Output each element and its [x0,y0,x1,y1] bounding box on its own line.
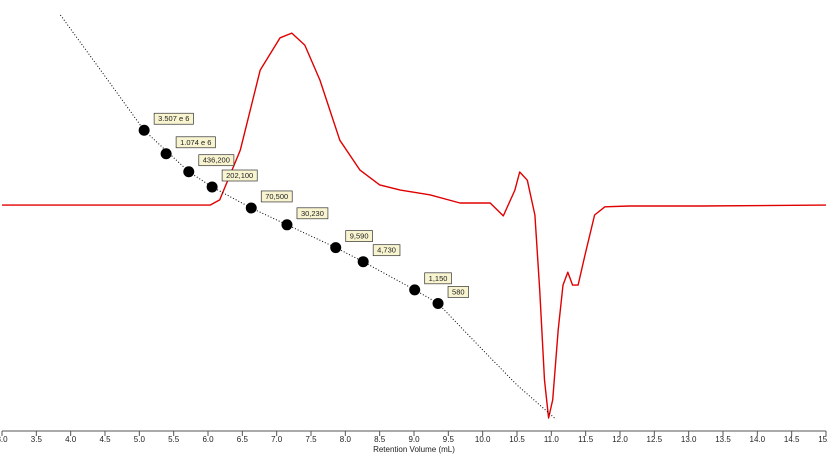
x-tick-label: 5.5 [168,435,180,444]
x-tick-label: 14.0 [750,435,766,444]
value-label-text: 1,150 [429,274,448,283]
value-label: 70,500 [260,190,293,203]
value-label: 1.074 e 6 [175,136,216,149]
value-label: 30,230 [296,207,329,220]
x-tick-label: 12.5 [647,435,663,444]
value-label-box [175,136,216,149]
x-tick-label: 11.0 [544,435,560,444]
value-label-box [153,112,194,125]
x-tick-label: 7.0 [271,435,283,444]
calibration-point [432,297,444,309]
value-label-box [260,190,293,203]
x-axis-label: Retention Volume (mL) [373,445,455,454]
x-tick-label: 9.0 [408,435,420,444]
value-label: 9,590 [345,230,373,242]
x-tick-label: 15.0 [818,435,828,444]
x-tick-label: 9.5 [443,435,455,444]
calibration-point [281,219,293,231]
x-tick-label: 10.5 [509,435,525,444]
value-label: 436,200 [198,154,235,167]
x-tick-label: 12.0 [612,435,628,444]
value-label-box [372,244,401,257]
x-tick-label: 4.5 [99,435,111,444]
value-label-text: 9,590 [350,232,369,241]
value-label-text: 1.074 e 6 [180,138,211,147]
value-label-box [221,169,258,182]
x-tick-label: 3.5 [31,435,43,444]
value-label: 1,150 [424,272,452,285]
value-label-text: 436,200 [203,156,230,165]
value-label-box [345,230,373,242]
calibration-point [138,124,150,136]
value-label-box [296,207,329,220]
x-tick-label: 8.0 [340,435,352,444]
signal-trace [2,32,827,419]
x-tick-label: 6.0 [202,435,214,444]
x-tick-label: 3.0 [0,435,8,444]
x-tick-label: 8.5 [374,435,386,444]
value-label-text: 30,230 [301,209,324,218]
value-label-text: 580 [452,287,465,296]
value-label: 4,730 [372,244,401,257]
calibration-point [357,256,369,268]
value-label-text: 70,500 [265,192,288,201]
value-label-text: 4,730 [377,246,396,255]
calibration-point [330,242,342,254]
x-tick-label: 7.5 [305,435,317,444]
calibration-point [160,148,172,160]
value-label-box [424,272,452,285]
x-tick-label: 13.5 [715,435,731,444]
calibration-point [409,284,421,296]
value-label: 580 [447,286,469,298]
x-tick-label: 4.0 [65,435,77,444]
x-tick-label: 11.5 [578,435,594,444]
value-label-box [447,286,469,298]
value-label-text: 202,100 [226,171,253,180]
x-tick-label: 6.5 [237,435,249,444]
value-label-text: 3.507 e 6 [158,114,189,123]
value-label-box [198,154,235,167]
x-tick-label: 10.0 [475,435,491,444]
value-label: 202,100 [221,169,258,182]
calibration-curve [59,14,556,419]
x-tick-label: 5.0 [134,435,146,444]
calibration-point [206,181,218,193]
calibration-point [245,202,257,214]
calibration-point [183,166,195,178]
x-tick-label: 14.5 [784,435,800,444]
value-label: 3.507 e 6 [153,112,194,125]
x-tick-label: 13.0 [681,435,697,444]
